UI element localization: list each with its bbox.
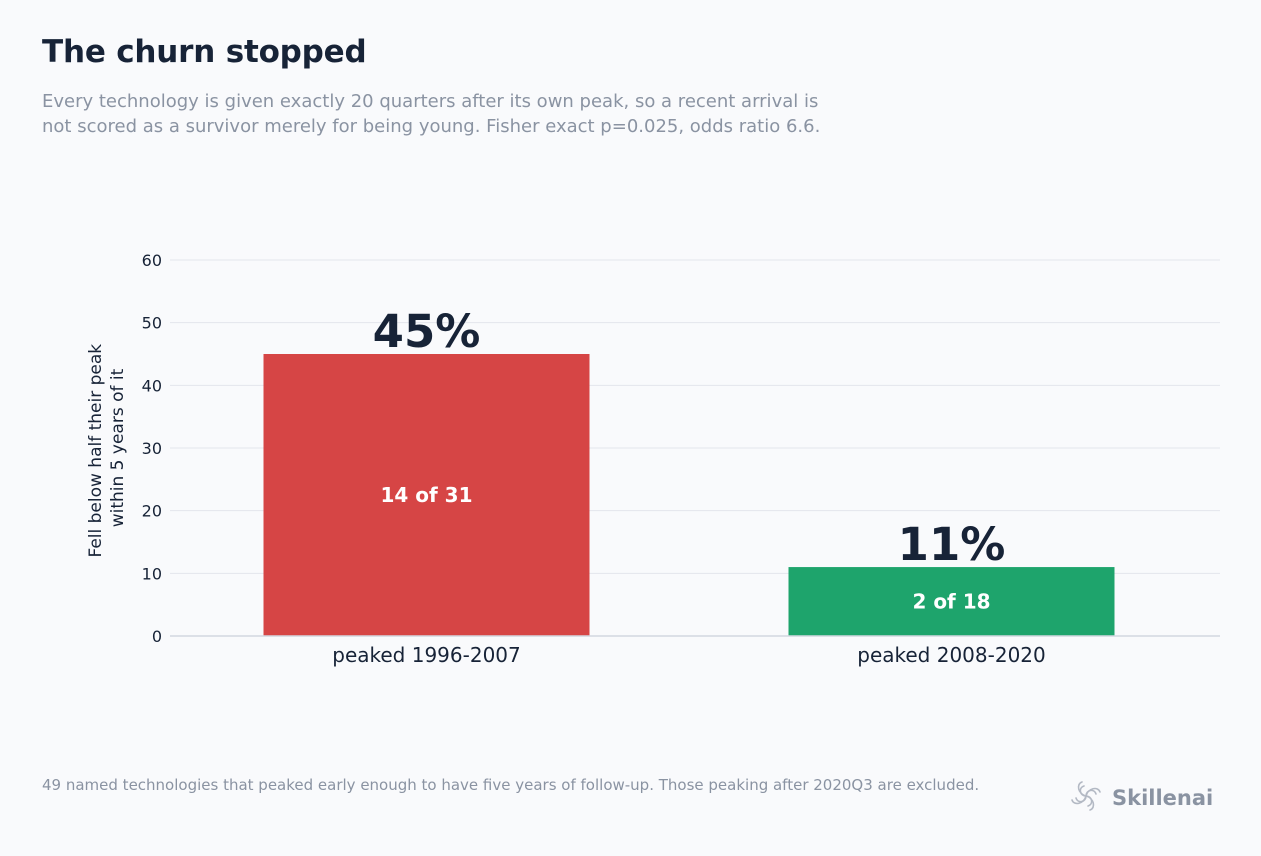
y-tick-label: 10 <box>142 564 162 583</box>
y-tick-label: 20 <box>142 502 162 521</box>
bar <box>788 567 1115 636</box>
y-tick-label: 0 <box>152 627 162 646</box>
x-tick-label: peaked 2008-2020 <box>857 643 1046 667</box>
brand-logo: Skillenai <box>1068 778 1213 818</box>
bar-value-label: 45% <box>373 305 481 358</box>
y-axis-title-line-1: Fell below half their peak <box>86 344 106 558</box>
y-tick-label: 50 <box>142 314 162 333</box>
y-tick-label: 40 <box>142 376 162 395</box>
bar <box>263 354 590 636</box>
footnote: 49 named technologies that peaked early … <box>42 776 980 794</box>
x-tick-label: peaked 1996-2007 <box>332 643 521 667</box>
bars: 45% 14 of 31 11% 2 of 18 <box>263 305 1115 636</box>
x-axis-ticks: peaked 1996-2007 peaked 2008-2020 <box>332 643 1046 667</box>
bar-count-label: 2 of 18 <box>912 590 990 614</box>
y-tick-label: 60 <box>142 251 162 270</box>
y-axis-title: Fell below half their peak within 5 year… <box>86 338 128 557</box>
chart-title: The churn stopped <box>42 34 367 70</box>
bar-count-label: 14 of 31 <box>380 483 472 507</box>
y-axis-ticks: 0 10 20 30 40 50 60 <box>142 251 162 646</box>
y-tick-label: 30 <box>142 439 162 458</box>
chart-subtitle: Every technology is given exactly 20 qua… <box>42 91 821 137</box>
bar-chart: 0 10 20 30 40 50 60 Fell below half their peak… <box>86 251 1220 667</box>
y-axis-label: Fell below half their peak within 5 year… <box>86 338 128 558</box>
y-axis-title-line-2: within 5 years of it <box>108 368 128 527</box>
brand-name: Skillenai <box>1112 786 1214 810</box>
bar-value-label: 11% <box>898 518 1006 571</box>
spiral-logo-icon <box>1068 778 1104 818</box>
